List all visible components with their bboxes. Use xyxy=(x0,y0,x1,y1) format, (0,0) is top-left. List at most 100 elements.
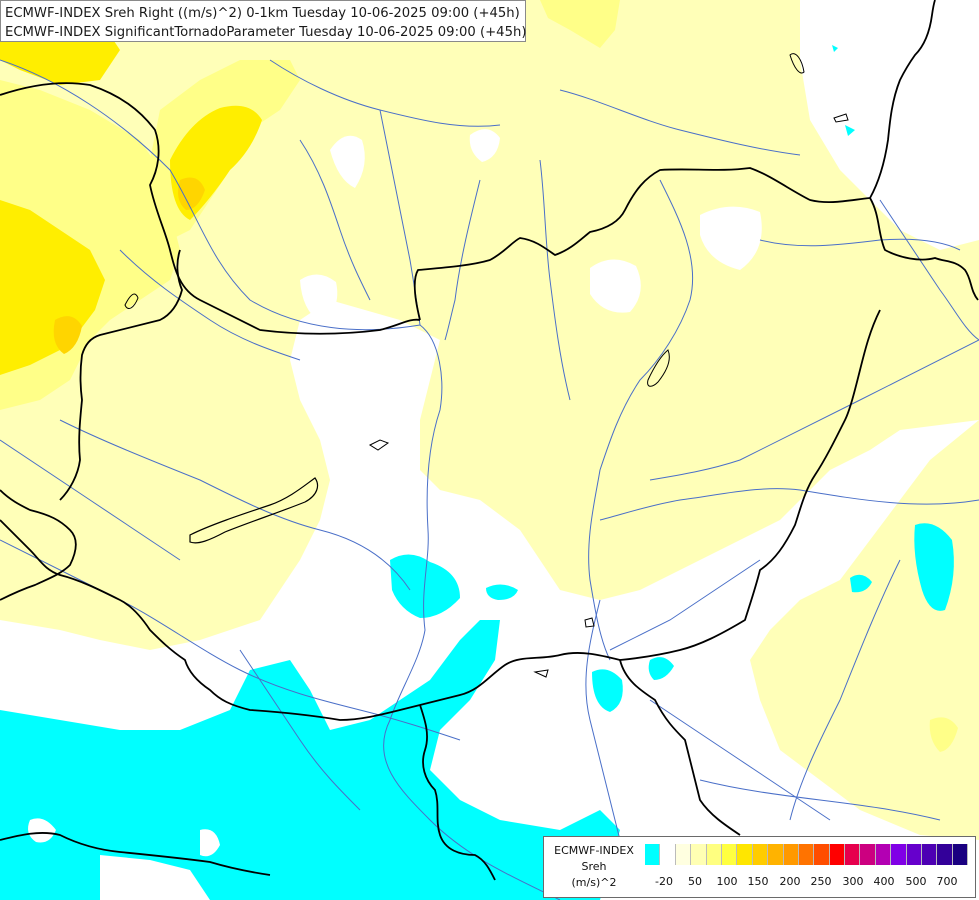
border-serbia-bosnia xyxy=(419,704,496,881)
legend-tick-label: 300 xyxy=(842,875,864,888)
white-patch-3 xyxy=(300,274,338,322)
legend-tick-label: 400 xyxy=(873,875,895,888)
legend-title-model: ECMWF-INDEX xyxy=(554,844,634,857)
river-east-1 xyxy=(879,199,979,341)
legend-swatch xyxy=(922,844,938,865)
river-east-2 xyxy=(759,238,961,251)
lake-small-1 xyxy=(368,439,390,451)
light-yellow-east-spot xyxy=(929,717,958,752)
border-ukraine xyxy=(869,0,936,199)
legend-title: ECMWF-INDEX Sreh (m/s)^2 xyxy=(544,843,644,891)
lake-small-3 xyxy=(533,669,549,678)
legend-tick-label: 250 xyxy=(810,875,832,888)
legend-swatch xyxy=(891,844,907,865)
border-slovakia-hungary xyxy=(413,167,871,321)
river-west-2 xyxy=(119,249,301,361)
legend-swatch xyxy=(645,844,661,865)
border-bosnia-croatia xyxy=(0,832,271,876)
legend-tick-label: 500 xyxy=(905,875,927,888)
border-slovenia-croatia xyxy=(0,489,77,601)
white-patch-2 xyxy=(469,129,500,162)
country-borders xyxy=(0,0,979,881)
border-hungary-serbia-croatia xyxy=(0,519,621,721)
cyan-blob-7 xyxy=(832,45,838,52)
orange-yellow-spot xyxy=(53,316,82,354)
legend-swatch xyxy=(737,844,753,865)
river-hron xyxy=(444,179,481,341)
white-patch-4 xyxy=(590,259,641,313)
legend-swatch xyxy=(875,844,892,865)
river-north-3 xyxy=(299,139,371,301)
border-czechia-slovakia-austria xyxy=(0,82,421,335)
cyan-blob-4 xyxy=(914,523,954,611)
legend-swatch xyxy=(829,844,846,865)
white-patch-sw-2 xyxy=(100,855,210,900)
legend-swatch xyxy=(798,844,815,865)
legend-swatch xyxy=(660,844,676,865)
orange-yellow-spot-2 xyxy=(178,177,205,210)
river-south-1 xyxy=(649,699,831,821)
cyan-blob-3 xyxy=(648,657,674,680)
legend-swatch xyxy=(768,844,784,865)
legend-swatch xyxy=(937,844,953,865)
cyan-blob-6 xyxy=(845,125,855,136)
cyan-blob-5 xyxy=(850,574,872,593)
legend-color-scale xyxy=(645,844,969,865)
legend-tick-label: 50 xyxy=(688,875,702,888)
legend-swatch xyxy=(752,844,769,865)
white-patch-1 xyxy=(330,135,365,188)
legend-swatch xyxy=(675,844,692,865)
river-somes xyxy=(649,339,979,481)
border-hungary-romania xyxy=(869,197,979,301)
border-romania-serbia xyxy=(619,659,741,836)
cyan-region-center xyxy=(390,554,460,618)
legend-swatch xyxy=(906,844,923,865)
legend-swatch xyxy=(860,844,876,865)
legend-tick-label: 700 xyxy=(936,875,958,888)
river-south-2 xyxy=(699,779,941,821)
title-line-stp: ECMWF-INDEX SignificantTornadoParameter … xyxy=(5,25,527,40)
legend-swatch xyxy=(952,844,969,865)
river-vah xyxy=(539,159,571,401)
legend: ECMWF-INDEX Sreh (m/s)^2 -20 50 100 150 200 2… xyxy=(543,836,976,898)
legend-swatch xyxy=(691,844,707,865)
river-morava-south xyxy=(585,599,621,841)
legend-tick-label: -20 xyxy=(655,875,673,888)
river-north-2 xyxy=(559,89,801,156)
lake-north xyxy=(789,53,805,74)
light-yellow-top xyxy=(540,0,620,48)
river-north-1 xyxy=(269,59,501,127)
legend-tick-label: 200 xyxy=(779,875,801,888)
lake-balaton xyxy=(189,477,319,544)
legend-title-variable: Sreh xyxy=(581,860,607,873)
legend-swatch xyxy=(783,844,799,865)
river-west-1 xyxy=(0,439,181,561)
river-drava xyxy=(59,419,411,591)
pale-yellow-region-southeast xyxy=(760,690,979,840)
legend-tick-label: 150 xyxy=(747,875,769,888)
legend-tick-label: 100 xyxy=(716,875,738,888)
river-tisza xyxy=(588,179,694,661)
border-austria-hungary-west xyxy=(59,249,183,501)
river-timis xyxy=(609,559,761,651)
cyan-region-southwest xyxy=(0,620,620,900)
cyan-blob-2 xyxy=(592,669,623,712)
river-olt xyxy=(789,559,901,821)
rivers xyxy=(0,59,979,900)
legend-swatch xyxy=(721,844,738,865)
legend-tick-labels: -20 50 100 150 200 250 300 400 500 700 xyxy=(645,875,975,891)
lake-small-4 xyxy=(833,113,849,123)
title-line-sreh: ECMWF-INDEX Sreh Right ((m/s)^2) 0-1km T… xyxy=(5,6,520,21)
lake-small-5 xyxy=(124,293,139,309)
river-sava xyxy=(0,539,461,741)
river-mures xyxy=(599,488,979,521)
legend-swatch xyxy=(845,844,861,865)
white-patch-sw-3 xyxy=(200,829,220,857)
river-danube xyxy=(0,59,561,900)
border-hu-ro-south xyxy=(619,309,881,661)
white-patch-sw-1 xyxy=(28,818,56,843)
legend-swatch xyxy=(706,844,722,865)
legend-swatch xyxy=(814,844,830,865)
map-title-box: ECMWF-INDEX Sreh Right ((m/s)^2) 0-1km T… xyxy=(0,0,526,42)
